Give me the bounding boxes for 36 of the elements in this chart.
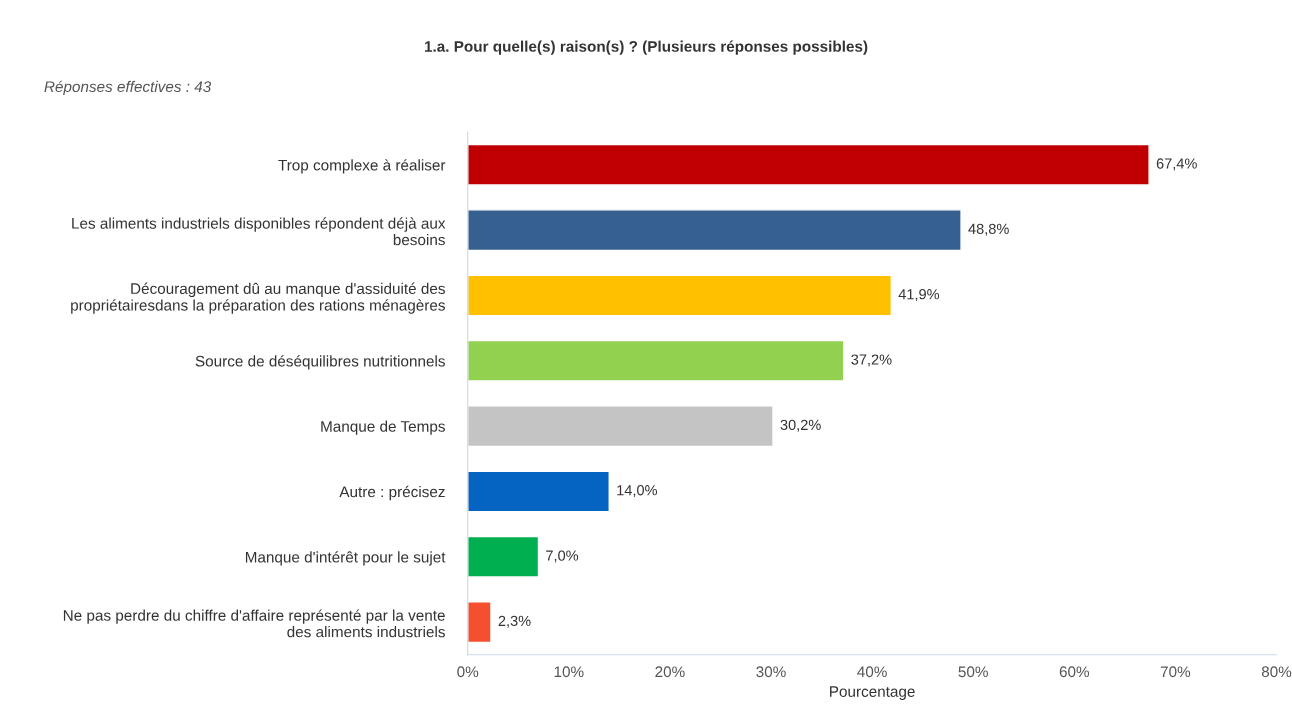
text: Réponses effectives : 43 [44,80,212,96]
x-tick-label: 30% [756,666,786,678]
data-label: 7,0% [546,550,579,563]
x-tick-label: 80% [1261,666,1292,678]
data-label: 41,9% [898,289,940,302]
chart-title: 1.a. Pour quelle(s) raison(s) ? (Plusieurs réponses possibles) [424,40,868,55]
x-tick-label: 60% [1059,666,1090,678]
x-axis-title: Pourcentage [830,686,915,700]
x-tick-label: 10% [554,666,584,678]
bar [467,601,492,644]
x-tick-label: 0% [457,666,479,678]
bar [467,274,893,317]
data-label: 30,2% [780,419,821,432]
x-tick-label: 40% [857,666,887,678]
y-tick-label: Trop complexe à réaliser [278,159,446,174]
y-tick-label: Découragement dû au manque d'assiduité des propriétairesdans la préparation des rations ménagères [71,282,445,314]
bar [467,339,845,382]
y-tick-label: Ne pas perdre du chiffre d'affaire représenté par la vente des aliments industriels [63,609,445,638]
bar [467,209,962,252]
x-tick-label: 20% [655,666,685,678]
data-label: 67,4% [1156,158,1197,171]
bar [467,143,1150,186]
x-tick-label: 50% [958,666,988,678]
y-tick-label: Autre : précisez [339,485,445,501]
y-tick-label: Manque de Temps [321,420,445,435]
y-tick-label: Les aliments industriels disponibles répondent déjà aux besoins [72,217,446,246]
y-tick-label: Manque d'intérêt pour le sujet [245,551,446,566]
bar [467,405,774,448]
data-label: 48,8% [968,223,1009,236]
bar [467,470,610,513]
x-tick-label: 70% [1160,666,1191,678]
data-label: 37,2% [851,354,892,367]
y-tick-label: Source de déséquilibres nutritionnels [195,355,445,370]
data-label: 14,0% [617,485,658,498]
bar [467,535,540,578]
data-label: 2,3% [498,615,531,628]
